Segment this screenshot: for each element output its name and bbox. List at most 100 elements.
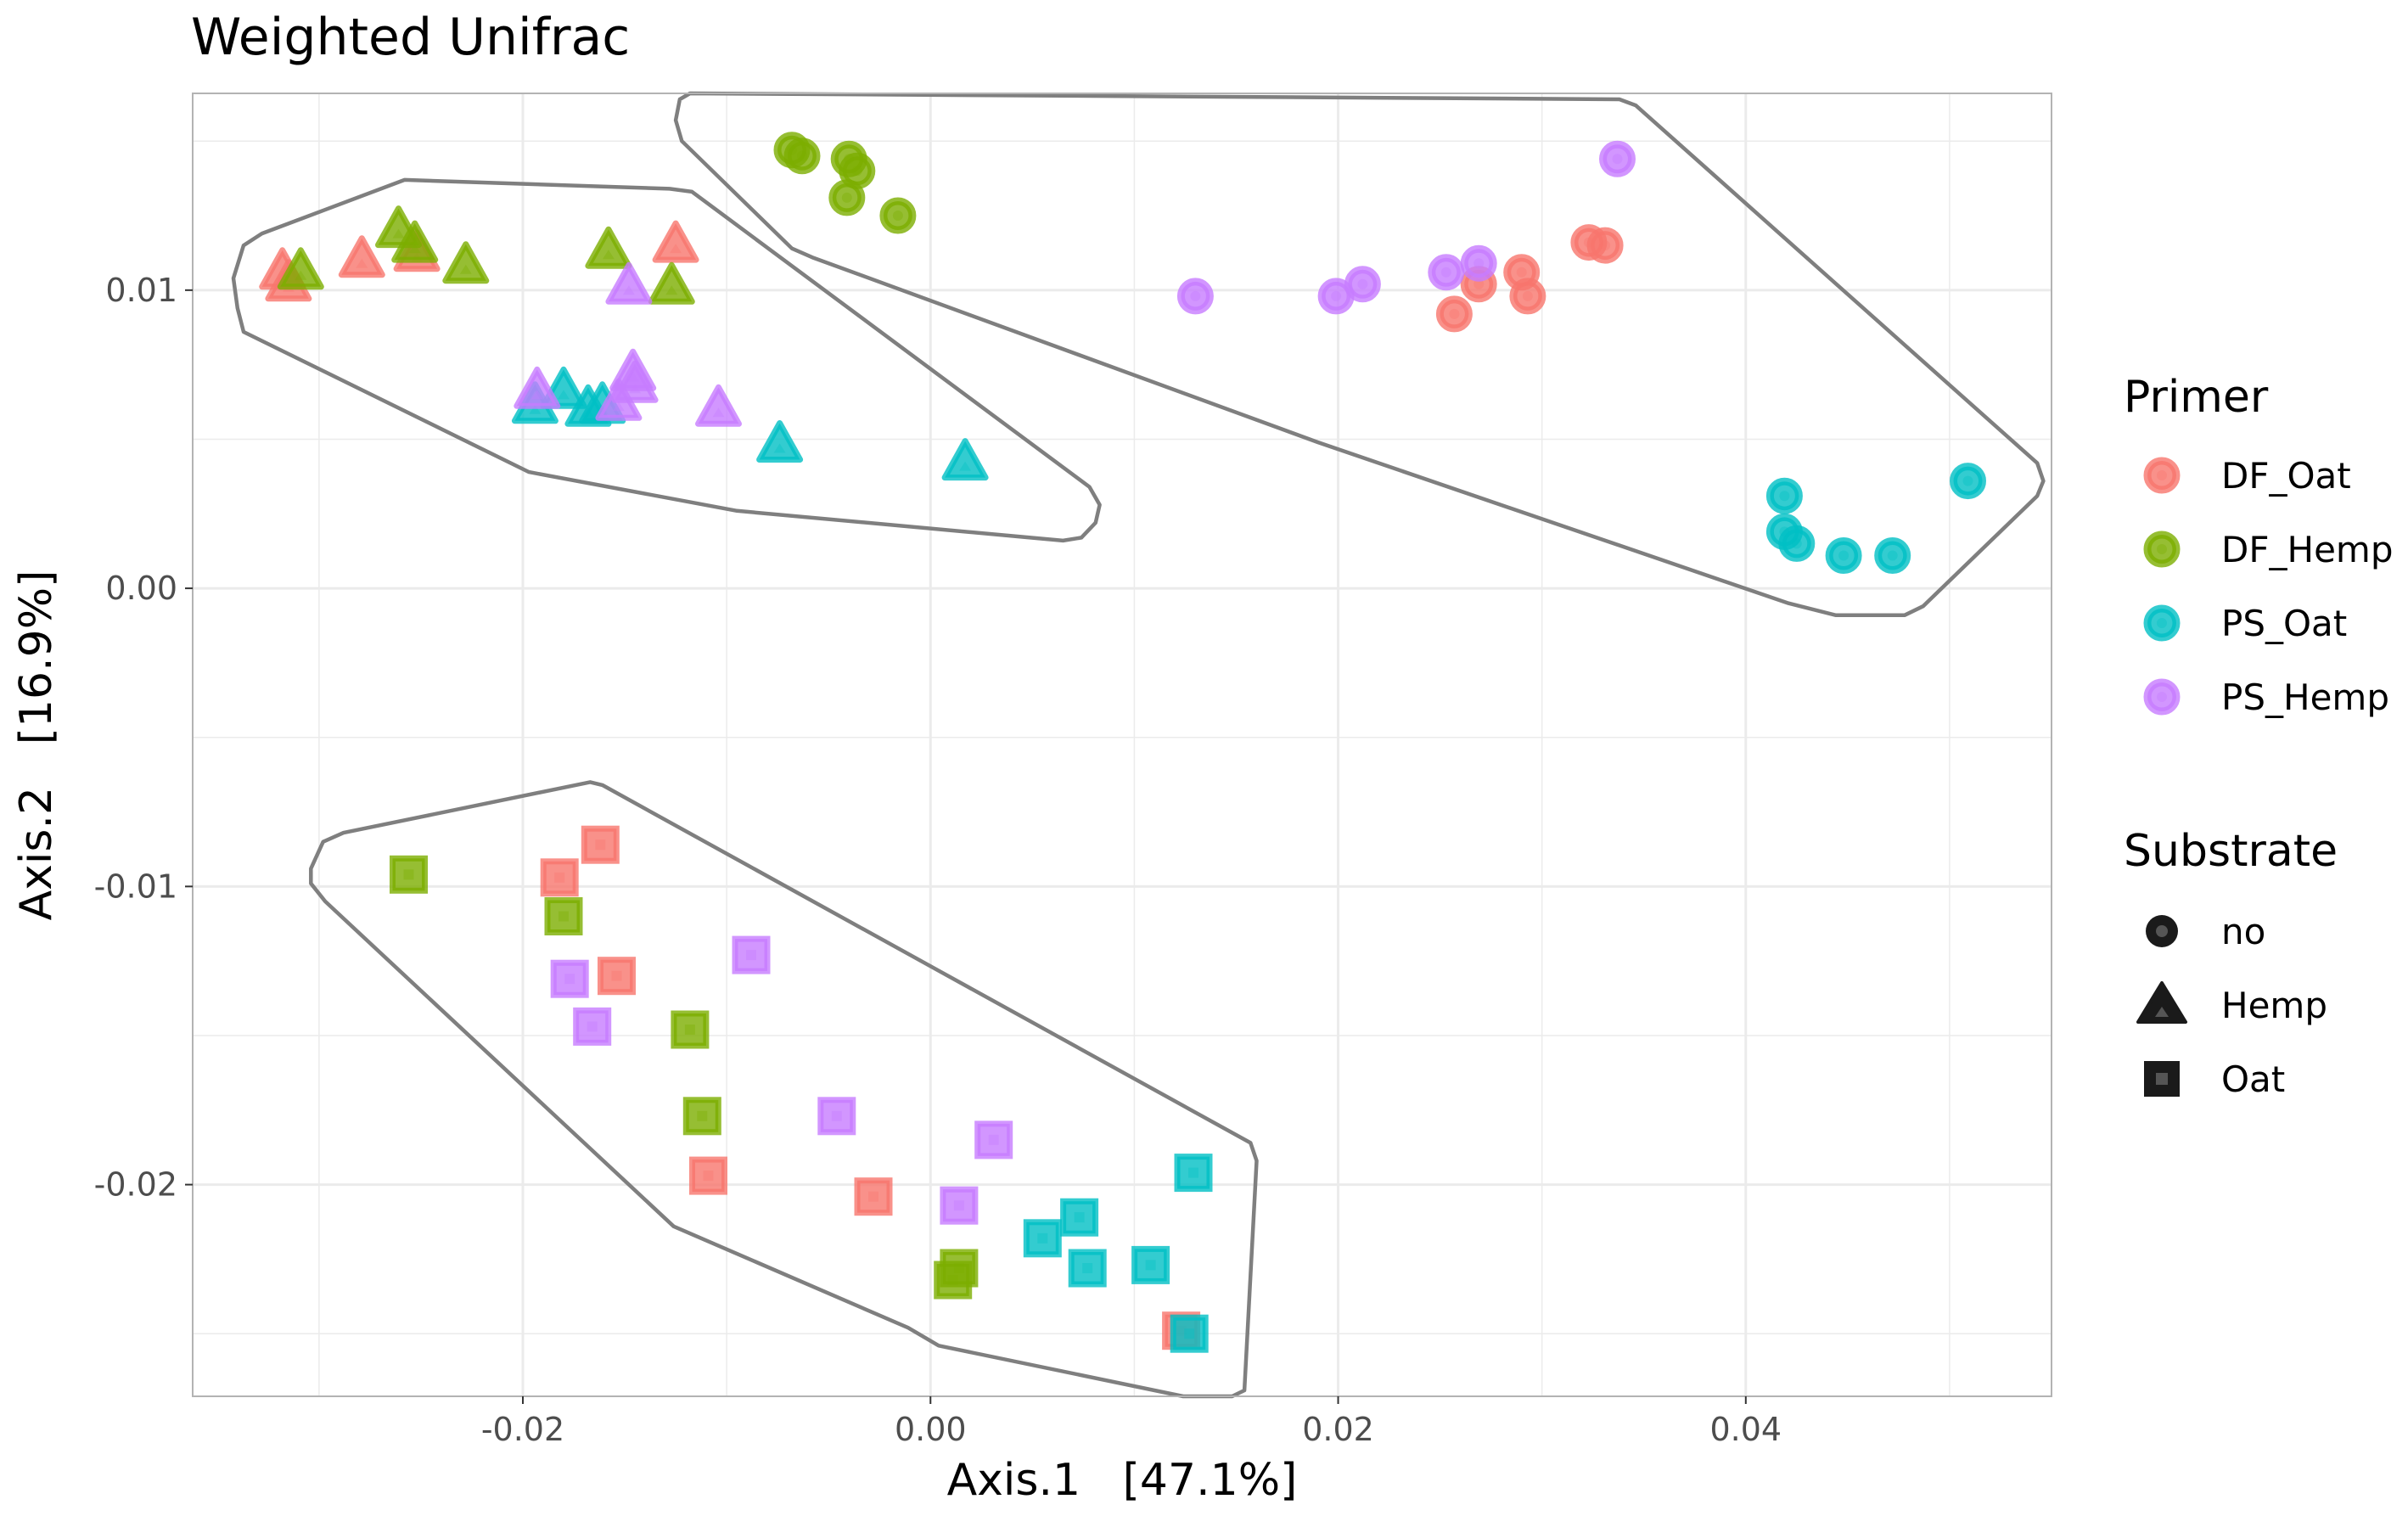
point-ps-hemp-circle [1460, 244, 1497, 282]
point-ps-hemp-circle [1428, 254, 1465, 291]
point-df-oat-triangle-center [356, 258, 368, 268]
legend-key-df-hemp-shape [2143, 531, 2181, 568]
point-ps-hemp-circle-center [1331, 290, 1342, 301]
y-axis-ticks: -0.02 -0.01 0.00 0.01 [94, 272, 193, 1204]
no-substrate-hull [673, 91, 2046, 617]
point-ps-hemp-square-center [831, 1110, 842, 1121]
point-df-hemp-square-shape [671, 1010, 710, 1049]
point-ps-hemp-square-center [988, 1134, 999, 1145]
legend-key-ps-oat-shape [2143, 604, 2181, 642]
y-tick-label: 0.01 [105, 272, 177, 309]
point-df-hemp-square-shape [390, 855, 428, 894]
point-df-oat-square-shape [689, 1156, 727, 1195]
point-df-oat-triangle-shape [652, 220, 699, 263]
legend-label-df-oat: DF_Oat [2221, 455, 2351, 497]
legend-key-df-oat-center [2157, 470, 2167, 480]
point-ps-hemp-square [550, 959, 589, 998]
x-axis-ticks: -0.02 0.00 0.02 0.04 [481, 1396, 1782, 1448]
point-ps-hemp-circle-center [1190, 290, 1201, 301]
point-ps-oat-circle [1765, 477, 1803, 514]
point-ps-hemp-circle-center [1357, 278, 1368, 289]
x-tick-label: 0.04 [1709, 1411, 1782, 1448]
point-ps-hemp-square-shape [940, 1186, 979, 1225]
point-df-oat-square-center [595, 839, 606, 851]
point-df-hemp-triangle-shape [585, 226, 632, 269]
point-ps-hemp-square-shape [550, 959, 589, 998]
point-df-oat-circle [1586, 227, 1624, 264]
point-df-hemp-triangle-center [602, 250, 615, 260]
point-ps-oat-triangle [941, 438, 989, 481]
point-df-hemp-triangle-shape [277, 247, 324, 290]
legend-key-df-oat [2143, 457, 2181, 494]
legend-key-ps-hemp [2143, 678, 2181, 716]
point-df-hemp-circle-shape [783, 138, 821, 175]
point-ps-oat-square-shape [1131, 1245, 1170, 1284]
point-df-hemp-square-shape [934, 1261, 973, 1300]
point-df-oat-square-center [611, 970, 622, 981]
point-ps-oat-triangle-shape [756, 420, 804, 463]
point-ps-oat-circle-center [1887, 550, 1898, 561]
legend-primer-items: DF_Oat DF_Hemp PS_Oat PS_Hemp [2143, 455, 2394, 718]
legend-key-df-oat-shape [2143, 457, 2181, 494]
legend-key-df-hemp [2143, 531, 2181, 568]
point-df-hemp-square-center [684, 1025, 695, 1035]
point-df-hemp-square-center [403, 869, 414, 880]
point-ps-hemp-square-center [564, 974, 575, 985]
point-ps-hemp-square [573, 1007, 612, 1046]
legend-triangle-center [2155, 1007, 2169, 1017]
point-df-hemp-triangle-center [408, 244, 421, 254]
point-ps-hemp-circle-center [1612, 154, 1623, 165]
point-ps-oat-square-shape [1170, 1314, 1209, 1353]
point-df-oat-circle-center [1516, 267, 1527, 278]
legend-label-no: no [2221, 911, 2265, 952]
point-ps-hemp-square-shape [974, 1120, 1013, 1159]
panel-border [192, 93, 2052, 1397]
point-df-oat-circle [1435, 295, 1473, 333]
point-ps-oat-square-shape [1068, 1249, 1107, 1288]
point-df-hemp-square [934, 1261, 973, 1300]
x-tick-label: 0.02 [1302, 1411, 1374, 1448]
y-axis-label: Axis.2 [16.9%] [11, 570, 62, 921]
point-ps-hemp-square-center [746, 950, 756, 961]
point-df-hemp-square-center [558, 911, 569, 922]
substrate-hulls [231, 91, 2046, 1399]
point-ps-hemp-circle-shape [1428, 254, 1465, 291]
point-ps-oat-square-center [1082, 1263, 1093, 1273]
point-ps-hemp-circle [1176, 278, 1214, 315]
point-ps-oat-circle [1778, 525, 1816, 562]
point-ps-oat-square-shape [1174, 1154, 1213, 1193]
point-df-hemp-circle [879, 197, 917, 234]
point-ps-oat-circle-shape [1765, 477, 1803, 514]
point-df-hemp-square [682, 1097, 721, 1136]
point-ps-oat-triangle-center [959, 461, 972, 471]
grid-minor-lines [193, 93, 2052, 1396]
legend-key-ps-hemp-shape [2143, 678, 2181, 716]
point-ps-hemp-triangle-shape [695, 384, 742, 427]
point-ps-oat-circle-center [1838, 550, 1850, 561]
point-ps-hemp-triangle-shape [514, 366, 561, 409]
legend-triangle-shape [2136, 981, 2187, 1024]
point-ps-oat-square [1174, 1154, 1213, 1193]
point-ps-hemp-triangle-shape [605, 261, 653, 305]
point-ps-oat-circle-shape [1825, 537, 1862, 574]
point-ps-hemp-circle-shape [1176, 278, 1214, 315]
point-ps-oat-square [1131, 1245, 1170, 1284]
point-ps-hemp-triangle-center [712, 407, 725, 418]
point-ps-oat-circle-shape [1874, 537, 1911, 574]
point-ps-oat-square-shape [1023, 1219, 1062, 1258]
point-ps-hemp-square-center [953, 1200, 964, 1211]
point-ps-oat-square [1170, 1314, 1209, 1353]
point-ps-hemp-triangle-center [612, 401, 625, 412]
point-ps-oat-square [1060, 1198, 1099, 1237]
legend-key-oat [2144, 1061, 2180, 1097]
point-df-oat-square-center [554, 872, 565, 883]
legend-label-hemp: Hemp [2221, 985, 2327, 1026]
point-df-oat-triangle [652, 220, 699, 263]
point-df-hemp-square-center [697, 1110, 708, 1121]
chart-title: Weighted Unifrac [191, 8, 630, 67]
point-df-oat-square [689, 1156, 727, 1195]
point-ps-oat-circle [1874, 537, 1911, 574]
point-ps-oat-square-center [1074, 1212, 1085, 1223]
point-df-hemp-square-center [947, 1275, 958, 1285]
point-ps-hemp-triangle [695, 384, 742, 427]
